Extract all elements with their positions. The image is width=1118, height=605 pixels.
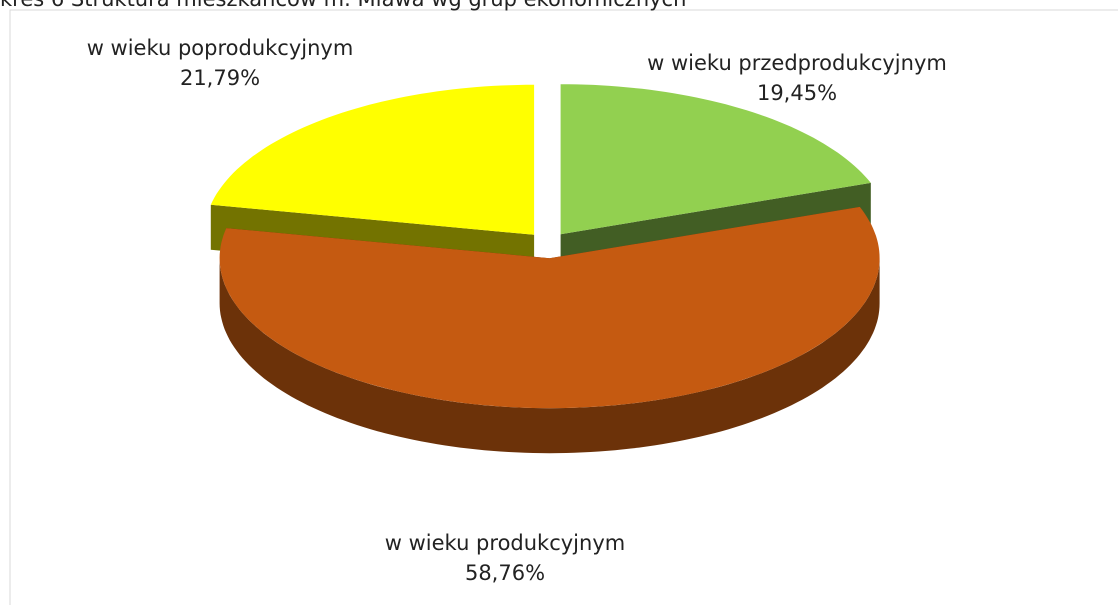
slice-label: w wieku przedprodukcyjnym xyxy=(647,51,947,75)
slice-value-label: 19,45% xyxy=(757,81,837,105)
slice-value-label: 21,79% xyxy=(180,66,260,90)
slice-value-label: 58,76% xyxy=(465,561,545,585)
slice-label: w wieku produkcyjnym xyxy=(385,531,625,555)
chart-title: kres 6 Struktura mieszkańców m. Mława wg… xyxy=(0,0,686,11)
slice xyxy=(210,84,535,235)
slice-label: w wieku poprodukcyjnym xyxy=(87,36,354,60)
slice xyxy=(560,84,871,235)
slice xyxy=(219,206,880,409)
slice-side xyxy=(219,258,880,454)
